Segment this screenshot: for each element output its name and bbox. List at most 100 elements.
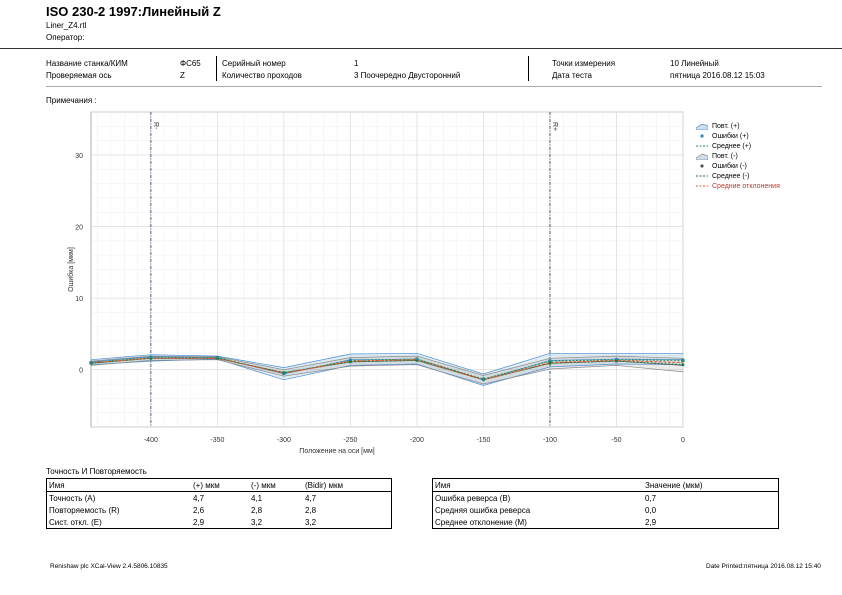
x-tick-label: -400 (144, 437, 158, 444)
x-tick-label: -200 (410, 437, 424, 444)
series-mean-plus (90, 357, 684, 380)
legend-label: Среднее (-) (712, 172, 750, 180)
serial-value: 1 (354, 59, 359, 68)
col-header-value: Значение (мкм) (643, 478, 779, 492)
cell-value: 0,0 (645, 505, 657, 515)
y-tick-label: 20 (75, 225, 83, 232)
data-point (216, 356, 219, 359)
header-separator-2 (528, 56, 529, 81)
cell-name: Ошибка реверса (B) (435, 493, 511, 503)
band-edge (90, 352, 683, 375)
legend-swatch (696, 175, 708, 177)
runs-value: 3 Поочередно Двусторонний (354, 71, 461, 80)
cell-plus: 4,7 (193, 493, 205, 503)
y-tick-label: 30 (75, 153, 83, 160)
legend-label: Ошибки (-) (712, 162, 747, 170)
data-point (681, 358, 685, 361)
data-point (615, 359, 618, 363)
serial-label: Серийный номер (222, 59, 286, 68)
col-header-minus: (-) мкм (249, 478, 303, 492)
legend-item: Среднее (-) (696, 171, 780, 181)
legend-swatch (696, 153, 708, 160)
band-edge (90, 359, 684, 385)
cell-name: Точность (A) (49, 493, 96, 503)
footer-date-printed: Date Printed:пятница 2016.08.12 15:40 (706, 563, 821, 570)
data-point (615, 357, 618, 361)
legend-item: Повт. (-) (696, 151, 780, 161)
points-label: Точки измерения (552, 59, 616, 68)
x-tick-label: -150 (476, 437, 490, 444)
x-tick-label: 0 (681, 437, 685, 444)
legend-swatch (700, 134, 704, 138)
legend-label: Средние отклонения (712, 182, 780, 190)
cell-bidir: 4,7 (305, 493, 317, 503)
data-point (415, 359, 419, 362)
legend-swatch (696, 123, 708, 130)
cell-plus: 2,6 (193, 505, 205, 515)
data-point (349, 358, 352, 361)
machine-label: Название станка/КИМ (46, 59, 128, 68)
y-tick-label: 10 (75, 296, 83, 303)
accuracy-table-header: Имя (+) мкм (-) мкм (Bidir) мкм (46, 478, 392, 492)
data-point (149, 355, 153, 359)
legend-label: Повт. (-) (712, 152, 738, 160)
col-header-name: Имя (432, 478, 643, 492)
data-point (415, 357, 419, 361)
legend-item: Среднее (+) (696, 141, 780, 151)
cell-value: 0,7 (645, 493, 657, 503)
footer-software: Renishaw plc XCal-View 2.4.5806.10835 (50, 563, 168, 570)
legend-swatch (696, 185, 708, 187)
operator-label: Оператор: (46, 33, 85, 42)
legend-label: Ошибки (+) (712, 132, 749, 140)
table-row: Средняя ошибка реверса 0,0 (433, 504, 779, 516)
legend-label: Повт. (+) (712, 122, 740, 130)
cell-minus: 2,8 (251, 505, 263, 515)
legend-swatch (700, 164, 704, 168)
cell-bidir: 3,2 (305, 517, 317, 527)
accuracy-table: Имя (+) мкм (-) мкм (Bidir) мкм Точность… (46, 478, 392, 529)
data-point (349, 360, 352, 364)
col-header-name: Имя (46, 478, 191, 492)
cell-name: Среднее отклонение (M) (435, 517, 527, 527)
data-point (681, 363, 685, 367)
repeatability-band-plus (91, 353, 683, 386)
report-title: ISO 230-2 1997:Линейный Z (46, 4, 221, 19)
legend-item: Повт. (+) (696, 121, 780, 131)
series-mean-deviation (90, 357, 684, 381)
reversal-table: Имя Значение (мкм) Ошибка реверса (B) 0,… (432, 478, 779, 529)
cell-name: Сист. откл. (E) (49, 517, 102, 527)
notes-label: Примечания : (46, 96, 97, 105)
cell-value: 2,9 (645, 517, 657, 527)
data-point (89, 361, 93, 365)
col-header-plus: (+) мкм (191, 478, 249, 492)
cell-plus: 2,9 (193, 517, 205, 527)
marker-label: R+ (551, 122, 558, 131)
data-point (282, 371, 286, 374)
legend-item: Ошибки (+) (696, 131, 780, 141)
header-divider (46, 86, 822, 87)
data-point (548, 361, 552, 365)
x-tick-label: -50 (611, 437, 621, 444)
top-divider (0, 48, 842, 49)
cell-name: Средняя ошибка реверса (435, 505, 531, 515)
x-tick-label: -250 (343, 437, 357, 444)
table-row: Точность (A) 4,7 4,1 4,7 (47, 492, 392, 505)
y-tick-label: 0 (79, 368, 83, 375)
cell-minus: 4,1 (251, 493, 263, 503)
x-tick-label: -350 (210, 437, 224, 444)
data-point (282, 372, 286, 376)
data-point (149, 356, 153, 360)
band-edge (90, 355, 684, 376)
header-separator-1 (216, 56, 217, 81)
data-point (89, 360, 93, 364)
legend-swatch (696, 145, 708, 147)
chart-legend: Повт. (+) Ошибки (+) Среднее (+) Повт. (-) О… (696, 121, 780, 191)
cell-minus: 3,2 (251, 517, 263, 527)
series-mean-minus (90, 357, 684, 381)
data-point (548, 359, 552, 362)
date-value: пятница 2016.08.12 15:03 (670, 71, 765, 80)
reversal-table-header: Имя Значение (мкм) (432, 478, 779, 492)
x-axis-label: Положение на оси [мм] (299, 448, 374, 455)
x-tick-label: -100 (543, 437, 557, 444)
